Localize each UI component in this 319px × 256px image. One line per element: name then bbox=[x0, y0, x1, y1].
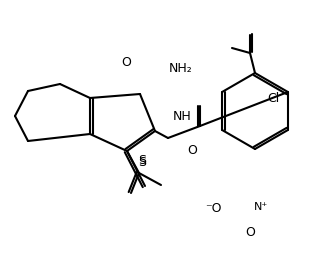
Text: S: S bbox=[138, 154, 146, 166]
Text: N⁺: N⁺ bbox=[254, 202, 268, 212]
Text: O: O bbox=[245, 227, 255, 240]
Text: ⁻O: ⁻O bbox=[205, 201, 222, 215]
Text: S: S bbox=[138, 155, 146, 168]
Text: NH: NH bbox=[173, 110, 192, 123]
Text: NH₂: NH₂ bbox=[169, 62, 193, 76]
Text: O: O bbox=[187, 144, 197, 156]
Text: Cl: Cl bbox=[267, 92, 279, 105]
Text: O: O bbox=[121, 57, 131, 69]
